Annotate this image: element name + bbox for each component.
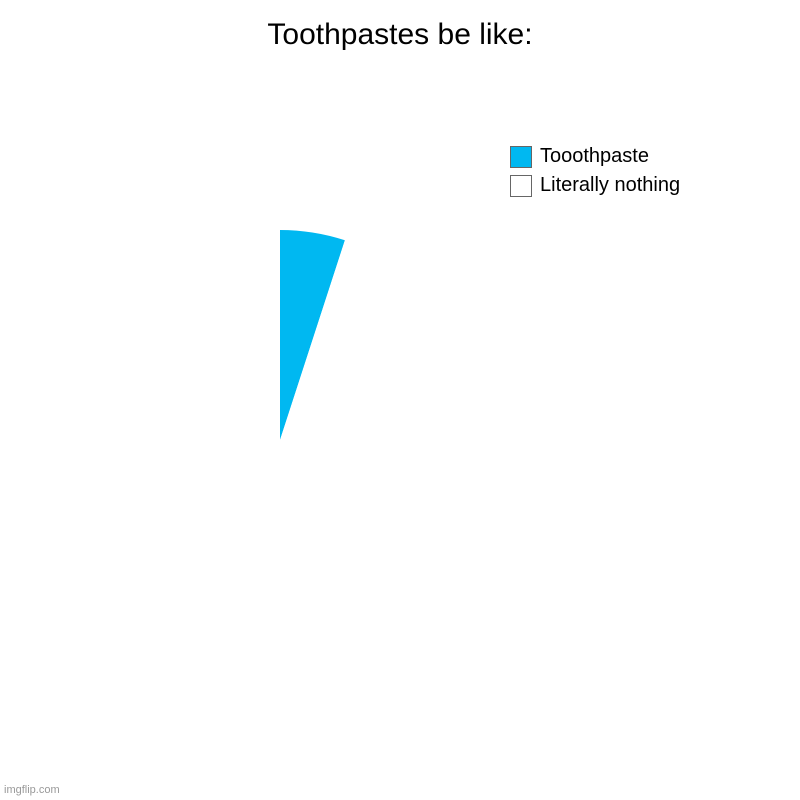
watermark: imgflip.com [4,784,60,796]
legend: Tooothpaste Literally nothing [510,145,680,203]
pie-chart [70,230,490,655]
pie-slice [70,230,490,650]
pie-svg [70,230,490,650]
legend-label: Literally nothing [540,174,680,197]
legend-item: Literally nothing [510,174,680,197]
chart-title: Toothpastes be like: [0,18,800,52]
legend-label: Tooothpaste [540,145,649,168]
legend-swatch [510,175,532,197]
legend-item: Tooothpaste [510,145,680,168]
legend-swatch [510,146,532,168]
